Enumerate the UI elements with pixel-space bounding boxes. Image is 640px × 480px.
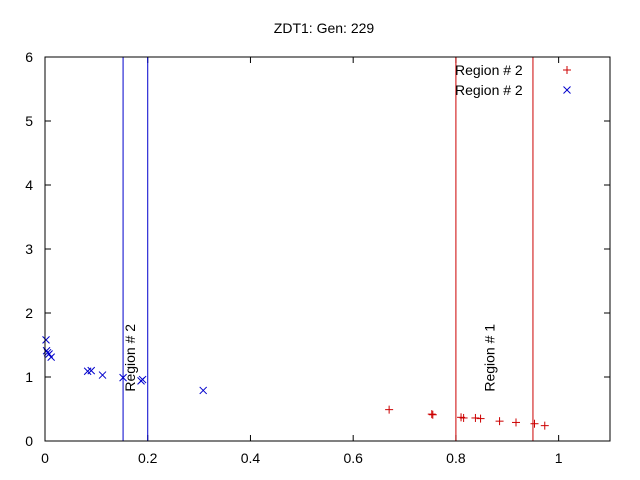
data-point-series-1 [471, 413, 480, 422]
data-point-series-2-b [47, 353, 56, 362]
data-point-series-1 [459, 413, 468, 422]
data-point-series-2-b [98, 371, 107, 379]
x-tick-label: 0.4 [241, 450, 261, 466]
y-tick-label: 1 [25, 369, 33, 385]
data-point-series-1 [495, 417, 504, 426]
data-point-series-2-b [138, 375, 147, 384]
chart-title: ZDT1: Gen: 229 [274, 20, 375, 36]
data-point-series-1 [428, 410, 437, 419]
data-point-series-2 [98, 371, 107, 379]
data-point-series-2-b [87, 366, 96, 375]
plot-frame [44, 56, 611, 442]
legend-marker-series-2 [563, 86, 571, 94]
x-tick-label: 0 [41, 450, 49, 466]
data-point-series-2 [47, 353, 56, 362]
y-tick-label: 0 [25, 433, 33, 449]
y-tick-label: 6 [25, 49, 33, 65]
data-point-series-2 [138, 375, 147, 384]
data-point-series-2 [199, 386, 208, 395]
data-point-series-1 [540, 421, 549, 430]
x-tick-label: 0.6 [343, 450, 363, 466]
y-tick-label: 4 [25, 177, 33, 193]
data-point-series-2-b [199, 386, 208, 395]
data-point-series-2-b [119, 373, 127, 382]
data-point-series-1 [530, 419, 539, 428]
data-point-series-1 [427, 410, 436, 419]
x-tick-label: 0.2 [138, 450, 158, 466]
y-tick-label: 5 [25, 113, 33, 129]
legend-label-series-1: Region # 2 [455, 62, 523, 78]
data-point-series-1 [476, 414, 485, 423]
data-point-series-1 [385, 405, 394, 414]
legend-marker-series-2-b [563, 86, 571, 94]
y-tick-label: 2 [25, 305, 33, 321]
legend: Region # 2 Region # 2 [455, 62, 571, 98]
y-tick-label: 3 [25, 241, 33, 257]
legend-label-series-2: Region # 2 [455, 82, 523, 98]
legend-marker-series-1 [563, 66, 571, 74]
data-point-series-2 [42, 336, 50, 344]
x-tick-label: 0.8 [446, 450, 466, 466]
x-tick-label: 1 [555, 450, 563, 466]
data-point-series-2-b [42, 336, 50, 344]
data-point-series-2 [87, 366, 96, 375]
data-point-series-2-b [45, 350, 53, 358]
region-annotation: Region # 2 [122, 324, 138, 392]
data-point-series-2 [119, 373, 127, 382]
data-point-series-1 [512, 418, 521, 427]
region-annotation: Region # 1 [481, 324, 497, 392]
